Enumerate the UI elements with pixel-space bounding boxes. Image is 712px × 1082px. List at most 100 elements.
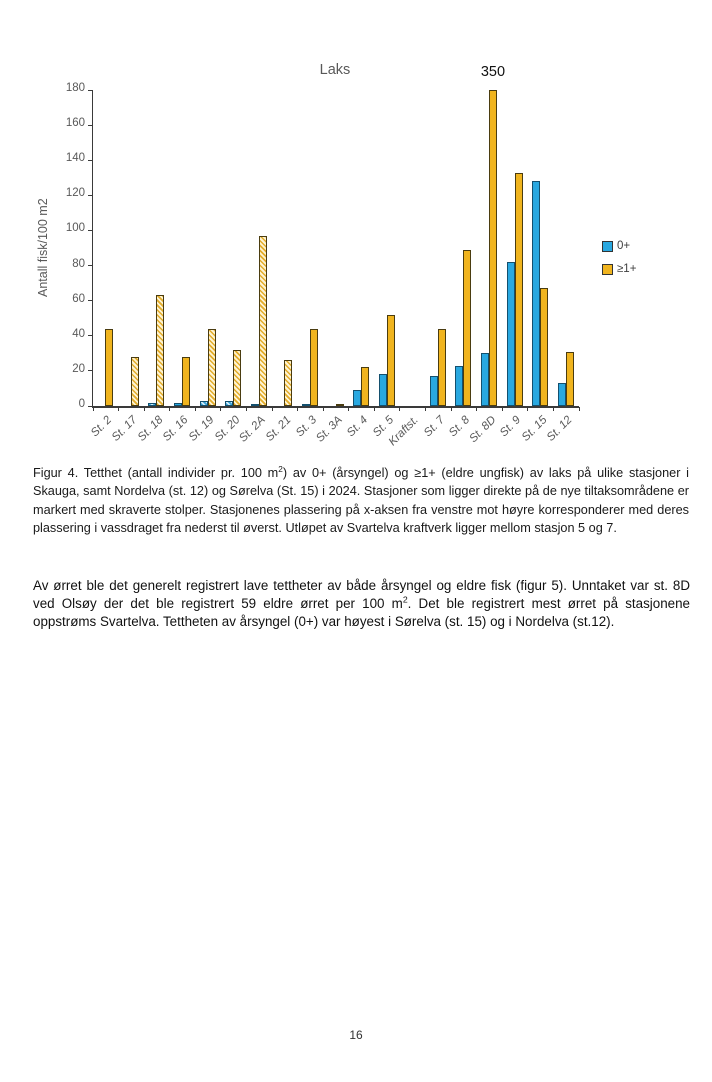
x-tick-mark	[92, 407, 94, 411]
y-tick-mark	[88, 300, 93, 302]
y-tick-label: 60	[72, 292, 85, 305]
bar-≥1+-St. 21	[284, 360, 293, 406]
legend-label: 0+	[617, 240, 631, 252]
laks-bar-chart: Laks Antall fisk/100 m2 0 20 40 60 80 100 120 1…	[30, 58, 680, 462]
x-axis-label: St. 16	[161, 414, 192, 444]
x-tick-mark	[476, 407, 478, 411]
y-tick-label: 160	[65, 117, 85, 130]
x-tick-mark	[143, 407, 145, 411]
body-paragraph: Av ørret ble det generelt registrert lav…	[33, 577, 690, 632]
y-tick-mark	[88, 265, 93, 267]
superscript: 2	[278, 464, 283, 474]
x-axis-label: St. 19	[186, 414, 217, 444]
bar-≥1+-St. 15	[540, 288, 549, 406]
bar-0+-St. 15	[532, 181, 541, 406]
bar-0+-St. 8D	[480, 353, 489, 406]
x-tick-mark	[399, 407, 401, 411]
bar-≥1+-St. 12	[565, 351, 574, 406]
bar-≥1+-St. 8D	[488, 90, 497, 406]
y-tick-mark	[88, 194, 93, 196]
x-tick-mark	[322, 407, 324, 411]
x-axis-label: St. 12	[544, 414, 575, 444]
x-axis-label: St. 2A	[237, 414, 268, 445]
x-tick-mark	[501, 407, 503, 411]
x-tick-mark	[373, 407, 375, 411]
y-tick-label: 20	[72, 362, 85, 375]
clipped-bar-value-label: 350	[480, 64, 506, 80]
x-tick-mark	[118, 407, 120, 411]
x-axis-label: St. 17	[110, 414, 140, 444]
x-tick-mark	[425, 407, 427, 411]
x-tick-mark	[450, 407, 452, 411]
bar-≥1+-St. 20	[233, 349, 242, 406]
bar-≥1+-St. 17	[130, 356, 139, 406]
y-tick-mark	[88, 159, 93, 161]
bar-≥1+-St. 19	[207, 328, 216, 406]
superscript: 2	[402, 594, 408, 605]
y-tick-mark	[88, 89, 93, 91]
legend-label: ≥1+	[617, 263, 637, 275]
y-tick-label: 180	[65, 82, 85, 94]
bar-≥1+-St. 4	[361, 367, 370, 406]
x-tick-mark	[220, 407, 222, 411]
chart-legend: 0+ ≥1+	[602, 240, 636, 286]
bar-0+-St. 16	[174, 402, 183, 406]
y-tick-label: 140	[65, 152, 85, 165]
bar-0+-St. 8	[455, 365, 464, 406]
x-tick-mark	[271, 407, 273, 411]
y-tick-label: 40	[72, 327, 85, 340]
legend-item: 0+	[602, 240, 636, 252]
legend-swatch-blue	[602, 240, 613, 252]
x-axis-label: St. 3A	[313, 414, 345, 445]
y-tick-mark	[88, 405, 93, 407]
chart-title: Laks	[319, 62, 351, 78]
bar-≥1+-St. 18	[156, 295, 165, 406]
x-axis-label: St. 21	[263, 414, 294, 444]
bar-≥1+-St. 2	[105, 328, 114, 406]
text-segment: Figur 4. Tetthet (antall individer pr. 1…	[33, 466, 279, 480]
bar-≥1+-St. 3	[309, 328, 318, 406]
legend-item: ≥1+	[602, 263, 636, 275]
y-tick-label: 80	[72, 257, 85, 270]
bar-≥1+-St. 8	[463, 249, 472, 406]
legend-swatch-yellow	[602, 263, 613, 275]
bar-0+-St. 5	[378, 374, 387, 406]
bar-0+-St. 3	[301, 404, 310, 406]
plot-area: 0 20 40 60 80 100 120 140 160 180 St. 2 St. 17 St. 1…	[66, 64, 580, 448]
x-tick-mark	[527, 407, 529, 411]
bar-≥1+-St. 7	[437, 328, 446, 406]
x-tick-mark	[578, 407, 580, 411]
bar-≥1+-St. 2A	[258, 235, 267, 406]
bar-0+-St. 9	[506, 262, 515, 406]
text-segment: Av ørret ble det generelt registrert lav…	[33, 578, 690, 612]
x-tick-mark	[552, 407, 554, 411]
bar-0+-St. 19	[199, 400, 208, 406]
y-tick-label: 100	[65, 222, 85, 235]
x-axis-label: St. 18	[135, 414, 166, 444]
bar-0+-St. 4	[353, 390, 362, 406]
y-axis-title: Antall fisk/100 m2	[36, 198, 50, 298]
x-axis-label: St. 15	[519, 414, 550, 444]
x-tick-mark	[169, 407, 171, 411]
bar-0+-St. 2A	[250, 404, 259, 406]
bar-≥1+-St. 16	[182, 356, 191, 406]
bar-≥1+-St. 9	[514, 172, 523, 406]
bar-0+-St. 18	[148, 402, 157, 406]
bar-≥1+-St. 3A	[335, 404, 344, 406]
page-number: 16	[349, 1028, 363, 1042]
y-tick-mark	[88, 335, 93, 337]
bar-0+-St. 20	[225, 400, 234, 406]
x-tick-mark	[194, 407, 196, 411]
y-tick-label: 0	[78, 398, 85, 410]
bar-0+-St. 7	[429, 376, 438, 406]
x-tick-mark	[297, 407, 299, 411]
bar-≥1+-St. 5	[386, 314, 395, 406]
x-axis-label: St. 20	[212, 414, 243, 444]
y-tick-mark	[88, 370, 93, 372]
x-axis-label: St. 7	[421, 414, 447, 440]
y-tick-label: 120	[65, 187, 85, 200]
x-axis-label: St. 8D	[466, 414, 498, 446]
text-segment: ) av 0+ (årsyngel) og ≥1+ (eldre ungfisk…	[33, 466, 689, 535]
y-tick-mark	[88, 124, 93, 126]
